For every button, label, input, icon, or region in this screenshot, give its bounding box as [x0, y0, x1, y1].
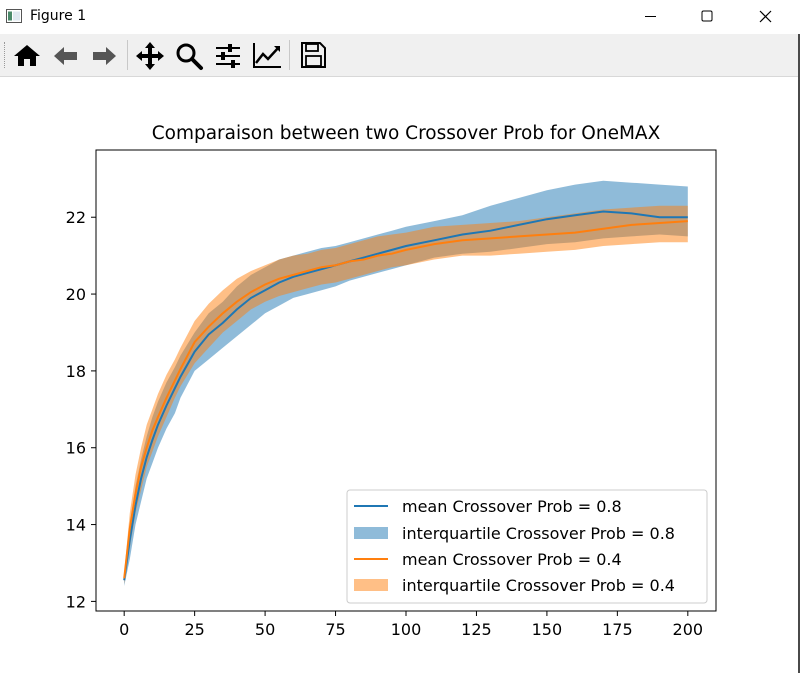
save-button[interactable]	[296, 39, 330, 71]
maximize-button[interactable]	[678, 0, 736, 34]
zoom-button[interactable]	[172, 39, 206, 71]
x-tick-label: 100	[391, 620, 422, 639]
maximize-icon	[701, 10, 713, 22]
minimize-icon	[645, 16, 656, 17]
y-tick-label: 18	[66, 362, 86, 381]
y-tick-label: 14	[66, 516, 86, 535]
y-tick-label: 22	[66, 208, 86, 227]
x-tick-label: 25	[184, 620, 204, 639]
y-axis: 12 14 16 18 20 22	[66, 208, 96, 611]
configure-subplots-icon	[216, 44, 240, 68]
legend-handle-blue-band	[354, 527, 388, 539]
forward-arrow-icon	[93, 47, 116, 65]
toolbar-separator	[127, 40, 128, 70]
figure-app-icon	[6, 9, 22, 23]
window-title: Figure 1	[30, 8, 87, 24]
interquartile-bands	[124, 180, 688, 586]
figure-canvas: Comparaison between two Crossover Prob f…	[66, 123, 717, 639]
y-tick-label: 20	[66, 285, 86, 304]
legend-label: mean Crossover Prob = 0.8	[402, 497, 622, 516]
legend-label: interquartile Crossover Prob = 0.4	[402, 576, 675, 595]
forward-button[interactable]	[87, 39, 121, 71]
legend-frame	[346, 489, 708, 604]
x-tick-label: 75	[325, 620, 345, 639]
back-arrow-icon	[54, 47, 77, 65]
close-icon	[759, 10, 772, 23]
navigation-toolbar	[0, 34, 800, 77]
window-titlebar: Figure 1	[0, 0, 800, 34]
x-tick-label: 0	[119, 620, 129, 639]
back-button[interactable]	[49, 39, 83, 71]
x-tick-label: 175	[602, 620, 633, 639]
x-tick-label: 50	[255, 620, 275, 639]
x-tick-label: 125	[461, 620, 492, 639]
pan-icon	[136, 42, 164, 70]
toolbar-grip	[4, 42, 8, 68]
x-tick-label: 200	[673, 620, 704, 639]
x-axis: 0 25 50 75 100 125 150 175 200	[119, 611, 703, 639]
line-series-0	[123, 210, 688, 581]
y-tick-label: 12	[66, 592, 86, 611]
legend: mean Crossover Prob = 0.8 interquartile …	[346, 489, 708, 604]
edit-axis-button[interactable]	[250, 39, 284, 71]
minimize-button[interactable]	[622, 0, 680, 34]
line-series-2	[123, 220, 688, 579]
toolbar-separator	[289, 40, 290, 70]
pan-button[interactable]	[133, 39, 167, 71]
home-button[interactable]	[10, 39, 44, 71]
edit-axis-icon	[253, 43, 281, 68]
legend-label: mean Crossover Prob = 0.4	[402, 550, 622, 569]
y-tick-label: 16	[66, 439, 86, 458]
legend-handle-orange-band	[354, 579, 388, 591]
x-tick-label: 150	[532, 620, 563, 639]
mean-lines	[123, 210, 688, 581]
zoom-icon	[176, 43, 203, 70]
save-icon	[301, 42, 326, 68]
close-button[interactable]	[736, 0, 794, 34]
chart-title: Comparaison between two Crossover Prob f…	[152, 123, 661, 144]
window-edge	[798, 34, 800, 673]
band-series-3	[124, 205, 688, 585]
legend-label: interquartile Crossover Prob = 0.8	[402, 524, 675, 543]
configure-subplots-button[interactable]	[211, 39, 245, 71]
home-icon	[14, 45, 40, 66]
